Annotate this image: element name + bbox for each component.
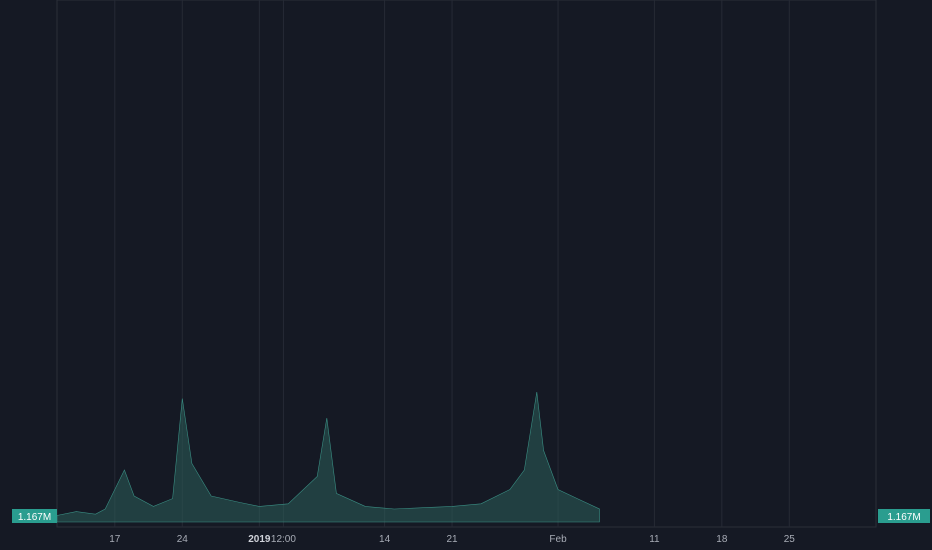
x-tick-label: 24 bbox=[177, 534, 189, 545]
grid bbox=[56, 0, 877, 528]
x-tick-label: 25 bbox=[784, 534, 796, 545]
x-tick-label: 18 bbox=[716, 534, 728, 545]
volume-tag-right bbox=[878, 509, 930, 523]
volume-series bbox=[56, 391, 600, 523]
price-tags: 0.000080040.0000865101:030.0000865101:03… bbox=[12, 509, 930, 523]
volume-label: 1.167M bbox=[18, 512, 51, 523]
x-tick-label: 11 bbox=[649, 534, 660, 545]
x-tick-label: 17 bbox=[109, 534, 121, 545]
x-tick-label: 21 bbox=[446, 534, 458, 545]
volume-label: 1.167M bbox=[887, 512, 920, 523]
x-tick-label: 14 bbox=[379, 534, 391, 545]
x-tick-label: 2019 bbox=[248, 534, 271, 545]
x-tick-label: Feb bbox=[549, 534, 567, 545]
volume-tag-left bbox=[12, 509, 57, 523]
x-tick-label: 12:00 bbox=[271, 534, 296, 545]
plot-frame bbox=[56, 0, 877, 528]
volume-area bbox=[56, 391, 600, 523]
